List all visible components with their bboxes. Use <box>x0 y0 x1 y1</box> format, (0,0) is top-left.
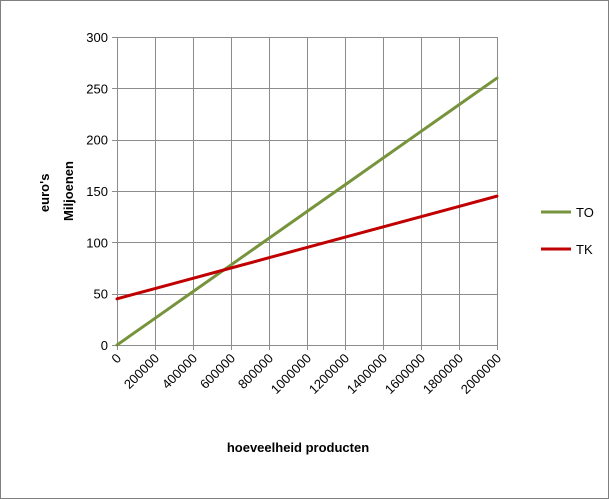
legend-label-tk: TK <box>576 242 593 257</box>
legend-label-to: TO <box>576 205 594 220</box>
y-tick-label: 100 <box>86 235 108 250</box>
x-tick-label: 1600000 <box>382 351 428 397</box>
y-tick-label: 150 <box>86 184 108 199</box>
y-tick-label: 0 <box>101 338 108 353</box>
y-tick-label: 300 <box>86 30 108 45</box>
y-axis-title: euro's Miljoenen <box>37 161 76 221</box>
x-tick-label: 400000 <box>159 351 200 392</box>
y-tick-label: 200 <box>86 133 108 148</box>
x-tick-label: 600000 <box>197 351 238 392</box>
y-tick-label: 250 <box>86 81 108 96</box>
series-line-to <box>115 76 499 347</box>
y-axis-tick-labels: 0 50 100 150 200 250 300 <box>86 30 108 353</box>
x-tick-label: 1800000 <box>420 351 466 397</box>
y-axis-title-line-2: Miljoenen <box>61 161 76 221</box>
x-axis-tick-labels: 0200000400000600000800000100000012000001… <box>108 351 504 397</box>
axes <box>112 37 498 350</box>
x-tick-label: 1200000 <box>306 351 352 397</box>
x-tick-label: 200000 <box>121 351 162 392</box>
series-line-tk <box>115 194 499 301</box>
y-axis-title-line-1: euro's <box>37 174 52 213</box>
y-tick-label: 50 <box>94 287 108 302</box>
x-tick-label: 1000000 <box>268 351 314 397</box>
x-tick-label: 2000000 <box>458 351 504 397</box>
legend: TO TK <box>541 205 594 257</box>
x-axis-title: hoeveelheid producten <box>227 440 369 455</box>
grid <box>117 37 498 345</box>
x-tick-label: 1400000 <box>344 351 390 397</box>
x-tick-label: 0 <box>108 351 124 367</box>
series-lines <box>115 76 499 347</box>
